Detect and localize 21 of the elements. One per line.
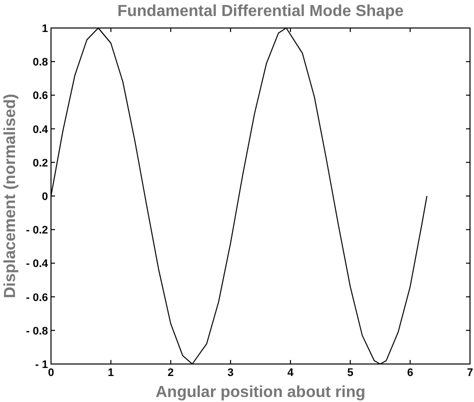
y-tick-label: - 0.6 — [26, 292, 48, 304]
x-tick-label: 7 — [466, 367, 474, 379]
x-axis-title: Angular position about ring — [156, 384, 366, 401]
y-tick-label: 0.2 — [32, 157, 48, 170]
chart-title: Fundamental Differential Mode Shape — [117, 3, 404, 20]
y-axis-title: Displacement (normalised) — [2, 94, 19, 298]
x-tick-label: 4 — [287, 367, 294, 379]
y-tick-label: 0.8 — [32, 56, 48, 69]
x-tick-label: 3 — [228, 367, 234, 379]
y-tick-label: 1 — [42, 23, 48, 35]
y-tick-label: - 0.2 — [26, 224, 48, 237]
y-tick-label: - 0.4 — [26, 258, 49, 270]
x-tick-label: 6 — [407, 367, 414, 379]
y-tick-label: - 1 — [35, 359, 48, 371]
x-tick-label: 2 — [168, 367, 174, 379]
y-tick-label: 0 — [42, 191, 48, 203]
x-tick-label: 1 — [108, 367, 114, 379]
y-tick-label: 0.4 — [32, 124, 49, 136]
x-tick-label: 5 — [347, 367, 354, 379]
y-tick-label: - 0.8 — [26, 325, 48, 338]
y-tick-label: 0.6 — [32, 90, 48, 102]
